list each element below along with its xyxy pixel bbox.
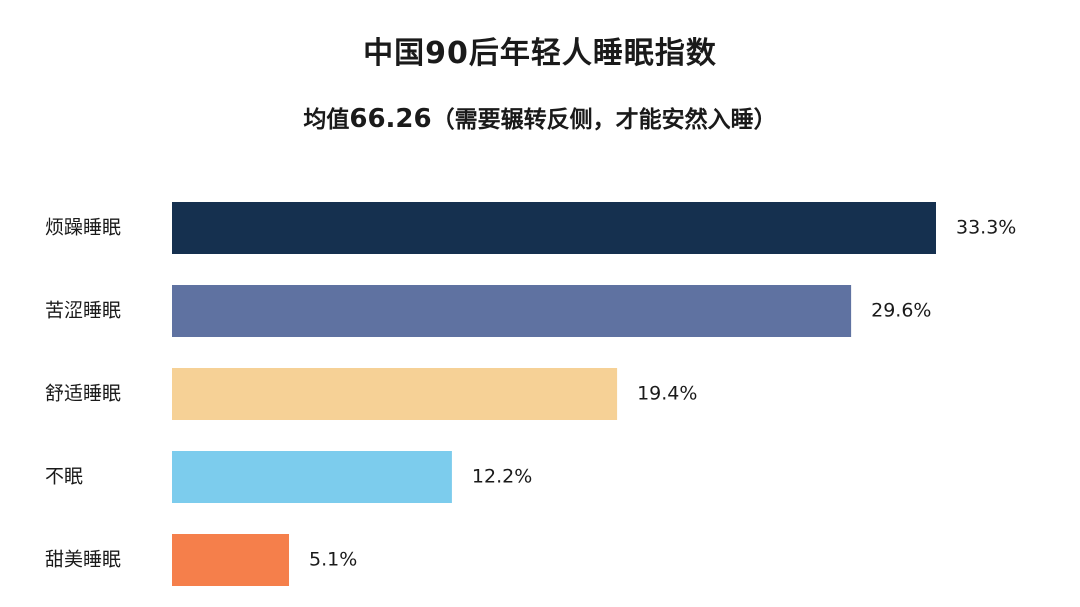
bar <box>172 451 452 503</box>
chart-subtitle: 均值66.26（需要辗转反侧，才能安然入睡） <box>0 100 1080 134</box>
bar <box>172 534 290 586</box>
category-label: 苦涩睡眠 <box>45 300 121 322</box>
bar <box>172 202 936 254</box>
category-label: 烦躁睡眠 <box>45 217 121 239</box>
subtitle-mean-value: 66.26 <box>349 104 432 134</box>
value-label: 12.2% <box>472 466 532 488</box>
category-label: 不眠 <box>45 466 83 488</box>
bar <box>172 285 852 337</box>
bar <box>172 368 618 420</box>
subtitle-prefix: 均值 <box>303 107 350 133</box>
chart-title: 中国90后年轻人睡眠指数 <box>363 36 717 71</box>
category-label: 甜美睡眠 <box>45 549 121 571</box>
value-label: 19.4% <box>637 383 697 405</box>
value-label: 5.1% <box>309 549 357 571</box>
subtitle-suffix: （需要辗转反侧，才能安然入睡） <box>431 107 777 133</box>
value-label: 33.3% <box>956 217 1016 239</box>
category-label: 舒适睡眠 <box>45 383 121 405</box>
value-label: 29.6% <box>871 300 931 322</box>
